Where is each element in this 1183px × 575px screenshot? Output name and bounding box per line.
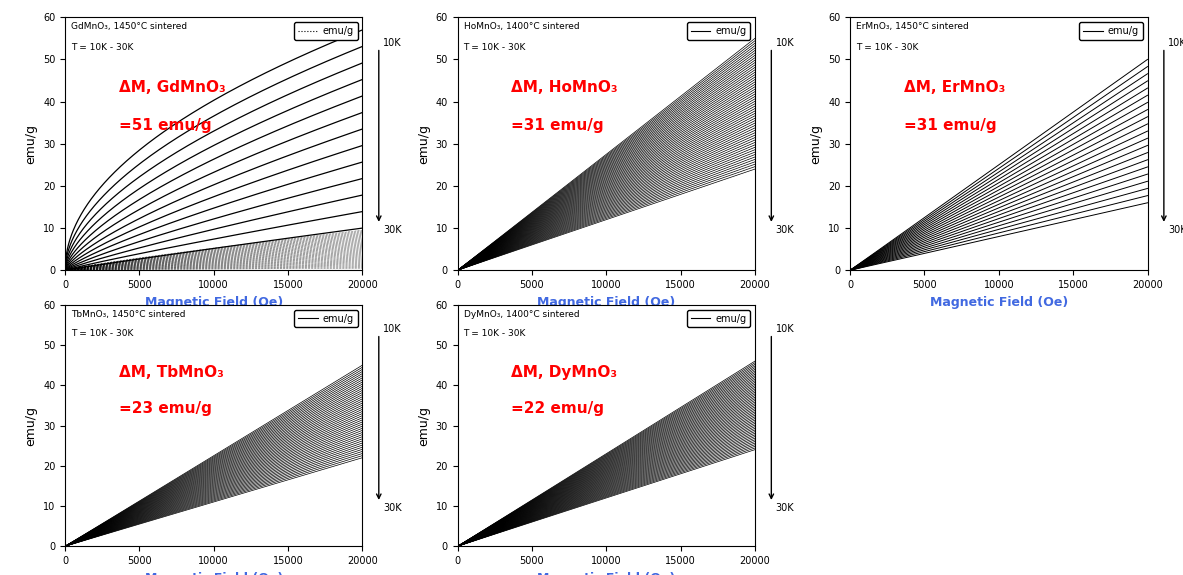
Text: 10K: 10K <box>1169 37 1183 48</box>
Text: =22 emu/g: =22 emu/g <box>511 401 605 416</box>
Text: =31 emu/g: =31 emu/g <box>511 118 603 133</box>
Text: 30K: 30K <box>1169 225 1183 235</box>
Legend: emu/g: emu/g <box>295 22 357 40</box>
Text: 30K: 30K <box>383 225 402 235</box>
Y-axis label: emu/g: emu/g <box>416 405 429 446</box>
Text: HoMnO₃, 1400°C sintered: HoMnO₃, 1400°C sintered <box>464 22 580 31</box>
Text: ErMnO₃, 1450°C sintered: ErMnO₃, 1450°C sintered <box>856 22 969 31</box>
Text: GdMnO₃, 1450°C sintered: GdMnO₃, 1450°C sintered <box>71 22 187 31</box>
Text: DyMnO₃, 1400°C sintered: DyMnO₃, 1400°C sintered <box>464 309 580 319</box>
Text: ΔM, GdMnO₃: ΔM, GdMnO₃ <box>118 81 225 95</box>
Text: 30K: 30K <box>776 225 795 235</box>
Text: 10K: 10K <box>383 37 402 48</box>
Text: ΔM, DyMnO₃: ΔM, DyMnO₃ <box>511 365 618 380</box>
Text: 10K: 10K <box>776 324 795 334</box>
Y-axis label: emu/g: emu/g <box>809 124 822 164</box>
Text: 30K: 30K <box>383 503 402 512</box>
Text: TbMnO₃, 1450°C sintered: TbMnO₃, 1450°C sintered <box>71 309 186 319</box>
Text: 10K: 10K <box>776 37 795 48</box>
Text: T = 10K - 30K: T = 10K - 30K <box>464 43 526 52</box>
Legend: emu/g: emu/g <box>295 309 357 327</box>
Y-axis label: emu/g: emu/g <box>25 405 38 446</box>
Y-axis label: emu/g: emu/g <box>25 124 38 164</box>
Text: =51 emu/g: =51 emu/g <box>118 118 212 133</box>
X-axis label: Magnetic Field (Oe): Magnetic Field (Oe) <box>537 296 675 309</box>
Text: T = 10K - 30K: T = 10K - 30K <box>464 329 526 338</box>
Legend: emu/g: emu/g <box>687 22 750 40</box>
Y-axis label: emu/g: emu/g <box>416 124 429 164</box>
Legend: emu/g: emu/g <box>1079 22 1143 40</box>
Text: 10K: 10K <box>383 324 402 334</box>
Text: ΔM, HoMnO₃: ΔM, HoMnO₃ <box>511 81 618 95</box>
X-axis label: Magnetic Field (Oe): Magnetic Field (Oe) <box>144 572 283 575</box>
Text: T = 10K - 30K: T = 10K - 30K <box>71 43 134 52</box>
Legend: emu/g: emu/g <box>687 309 750 327</box>
Text: T = 10K - 30K: T = 10K - 30K <box>71 329 134 338</box>
Text: =31 emu/g: =31 emu/g <box>904 118 996 133</box>
X-axis label: Magnetic Field (Oe): Magnetic Field (Oe) <box>930 296 1068 309</box>
X-axis label: Magnetic Field (Oe): Magnetic Field (Oe) <box>144 296 283 309</box>
Text: ΔM, ErMnO₃: ΔM, ErMnO₃ <box>904 81 1006 95</box>
Text: =23 emu/g: =23 emu/g <box>118 401 212 416</box>
Text: ΔM, TbMnO₃: ΔM, TbMnO₃ <box>118 365 224 380</box>
Text: 30K: 30K <box>776 503 795 512</box>
Text: T = 10K - 30K: T = 10K - 30K <box>856 43 918 52</box>
X-axis label: Magnetic Field (Oe): Magnetic Field (Oe) <box>537 572 675 575</box>
